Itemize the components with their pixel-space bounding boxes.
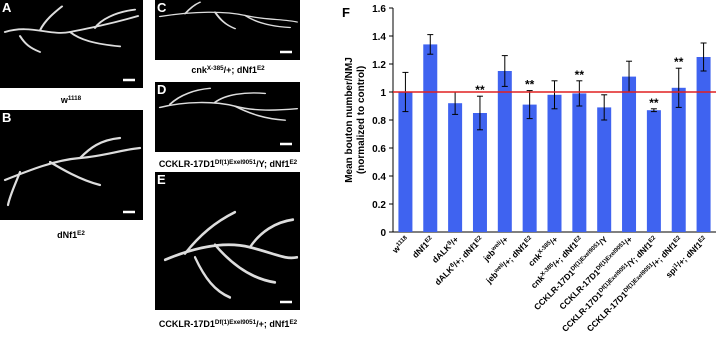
panel-letter: D: [157, 82, 166, 97]
superscript: 1118: [68, 95, 82, 102]
superscript: E2: [424, 235, 434, 245]
panel-letter: F: [342, 5, 350, 20]
bar: [597, 107, 612, 232]
micrograph: [0, 110, 143, 220]
bar: [547, 94, 562, 232]
superscript: E2: [673, 235, 683, 245]
superscript: E2: [573, 235, 583, 245]
y-axis-label: Mean bouton number/NMJ: [344, 57, 355, 183]
bar: [497, 71, 512, 232]
micrograph: [155, 0, 300, 60]
neuron-branch: [248, 218, 295, 249]
panel-letter: C: [157, 0, 167, 15]
superscript: 1: [673, 262, 680, 269]
neuron-branch: [18, 35, 42, 53]
micrograph: [155, 172, 300, 310]
superscript: E2: [289, 159, 297, 166]
significance-label: **: [525, 78, 535, 92]
y-tick-label: 0.2: [372, 200, 386, 211]
superscript: E2: [77, 230, 85, 237]
y-axis-label: (normalized to control): [356, 66, 367, 174]
neuron-branch: [213, 243, 277, 284]
text-segment: CCKLR-17D1: [159, 319, 215, 329]
superscript: E2: [289, 319, 297, 326]
y-tick-label: 1.6: [372, 4, 386, 15]
x-tick-label: w1118: [389, 234, 411, 256]
superscript: E2: [524, 235, 534, 245]
y-tick-label: 1.4: [372, 32, 386, 43]
neuron-branch: [213, 92, 267, 104]
neuron-branch: [233, 105, 287, 121]
neuron-branch: [183, 210, 237, 255]
image-background: [155, 82, 300, 152]
bar: [696, 57, 711, 232]
panel-caption: CCKLR-17D1Df(1)Exel9051/Y; dNf1E2: [159, 159, 298, 170]
neuron-branch: [243, 14, 292, 29]
y-tick-label: 0: [380, 228, 386, 239]
bar: [572, 93, 587, 233]
bar: [398, 92, 413, 232]
text-segment: dNf1: [57, 230, 77, 240]
superscript: E2: [474, 235, 484, 245]
superscript: Df(1)Exel9051: [215, 319, 257, 326]
neuron-branch: [213, 11, 237, 30]
image-background: [0, 0, 143, 88]
panel-caption: CCKLR-17D1Df(1)Exel9051/+; dNf1E2: [159, 319, 298, 330]
panel-letter: A: [2, 0, 12, 15]
bar: [622, 76, 637, 232]
significance-label: **: [575, 68, 585, 82]
x-tick-label: CCKLR-17D1Df(1)Exel9051/+; dNf1E2: [585, 234, 685, 334]
significance-label: **: [674, 55, 684, 69]
bar: [448, 103, 463, 232]
neuron-branch: [183, 1, 202, 15]
neuron-branch: [93, 8, 137, 29]
y-tick-label: 0.6: [372, 144, 386, 155]
panel-letter: B: [2, 110, 11, 125]
micrograph: [0, 0, 143, 88]
neuron-branch: [168, 87, 212, 105]
text-segment: cnk: [191, 65, 208, 75]
bar: [646, 110, 661, 232]
image-background: [0, 110, 143, 220]
neuron-branch: [6, 170, 22, 207]
text-segment: /+; dNf1: [224, 65, 257, 75]
superscript: E2: [648, 235, 658, 245]
bar: [423, 44, 438, 233]
bar: [522, 104, 537, 232]
neuron-branch: [38, 5, 64, 32]
bar: [671, 87, 686, 232]
text-segment: /+; dNf1: [256, 319, 289, 329]
y-tick-label: 1: [380, 88, 386, 99]
micrograph: [155, 82, 300, 152]
neuron-branch: [193, 255, 232, 299]
bar: [472, 113, 487, 232]
superscript: 8: [447, 240, 454, 247]
neuron-branch: [68, 31, 122, 48]
superscript: 8: [449, 262, 456, 269]
image-background: [155, 0, 300, 60]
significance-label: **: [649, 96, 659, 110]
y-tick-label: 0.4: [372, 172, 386, 183]
superscript: X-385: [207, 65, 224, 72]
y-tick-label: 0.8: [372, 116, 386, 127]
superscript: Df(1)Exel9051: [215, 159, 257, 166]
text-segment: /Y; dNf1: [256, 159, 289, 169]
panel-caption: cnkX-385/+; dNf1E2: [191, 65, 265, 76]
panel-caption: w1118: [60, 95, 82, 106]
superscript: E2: [697, 235, 707, 245]
panel-caption: dNf1E2: [57, 230, 85, 241]
panel-letter: E: [157, 172, 166, 187]
superscript: 1118: [396, 235, 410, 249]
superscript: E2: [257, 65, 265, 72]
significance-label: **: [475, 83, 485, 97]
text-segment: w: [60, 95, 69, 105]
image-background: [155, 172, 300, 310]
text-segment: CCKLR-17D1: [159, 159, 215, 169]
neuron-branch: [78, 136, 122, 160]
neuron-branch: [48, 160, 102, 187]
y-tick-label: 1.2: [372, 60, 386, 71]
